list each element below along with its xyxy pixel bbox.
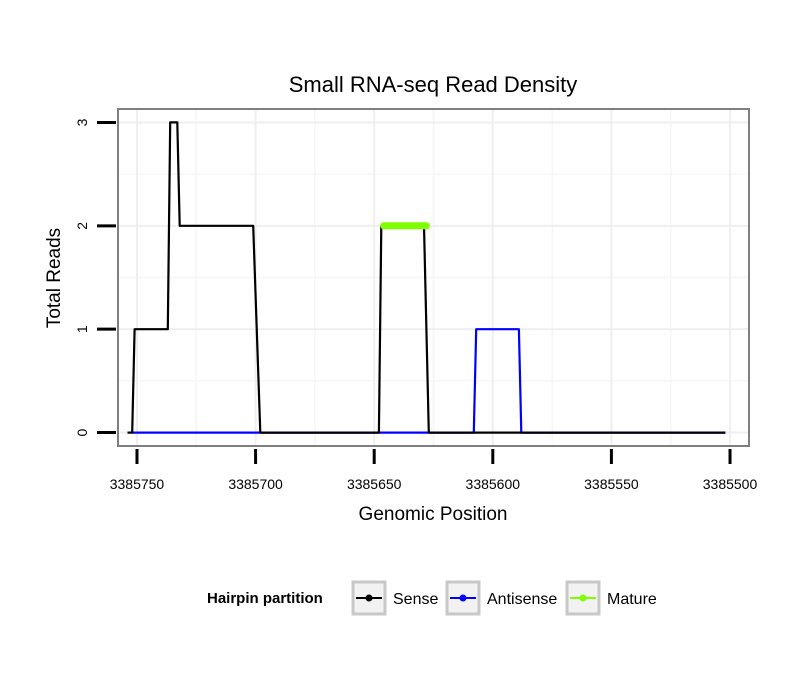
legend-label-mature: Mature — [607, 591, 657, 608]
x-tick-label: 3385750 — [110, 476, 165, 492]
legend-key-point — [459, 594, 467, 602]
chart-title: Small RNA-seq Read Density — [289, 72, 578, 97]
series-layer — [127, 121, 726, 434]
grid — [118, 109, 749, 446]
legend-key-point — [365, 594, 373, 602]
y-tick-label: 0 — [74, 428, 90, 436]
x-tick-label: 3385650 — [347, 476, 402, 492]
x-tick-label: 3385550 — [584, 476, 639, 492]
y-tick-label: 2 — [74, 222, 90, 230]
legend-key-point — [579, 594, 587, 602]
axes: 3385750 3385700 3385650 3385600 3385550 33855… — [74, 118, 757, 492]
legend-title: Hairpin partition — [207, 590, 323, 607]
plot-panel-border — [117, 108, 750, 447]
x-tick-label: 3385700 — [228, 476, 283, 492]
legend-label-antisense: Antisense — [487, 591, 557, 608]
y-tick-label: 3 — [74, 118, 90, 126]
x-tick-label: 3385500 — [703, 476, 758, 492]
y-tick-label: 1 — [74, 325, 90, 333]
legend: Hairpin partition Sense Antisense Mature — [207, 580, 657, 616]
x-axis-title: Genomic Position — [359, 504, 508, 525]
legend-label-sense: Sense — [393, 591, 438, 608]
y-axis-title: Total Reads — [44, 228, 65, 328]
x-tick-label: 3385600 — [466, 476, 521, 492]
